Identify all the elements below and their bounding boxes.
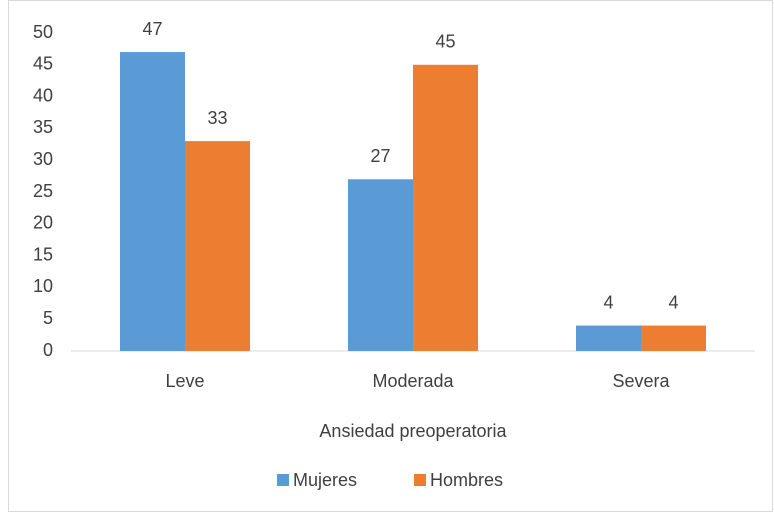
legend-swatch	[414, 474, 426, 486]
x-tick-label: Severa	[612, 371, 670, 391]
y-tick-label: 10	[33, 276, 53, 296]
bar	[413, 64, 478, 352]
y-tick-label: 30	[33, 149, 53, 169]
data-label: 27	[370, 146, 390, 166]
bar	[120, 52, 185, 351]
x-tick-label: Moderada	[372, 371, 454, 391]
y-tick-label: 20	[33, 213, 53, 233]
data-label: 33	[207, 108, 227, 128]
y-tick-label: 0	[43, 340, 53, 360]
y-tick-label: 50	[33, 22, 53, 42]
bar	[576, 325, 641, 351]
y-tick-label: 45	[33, 54, 53, 74]
x-axis-title: Ansiedad preoperatoria	[319, 421, 507, 441]
data-label: 4	[668, 292, 678, 312]
legend-swatch	[277, 474, 289, 486]
legend-label: Hombres	[430, 470, 503, 490]
y-tick-label: 35	[33, 117, 53, 137]
y-tick-label: 15	[33, 244, 53, 264]
x-tick-label: Leve	[165, 371, 204, 391]
data-label: 45	[435, 32, 455, 52]
bar	[641, 325, 706, 351]
y-tick-label: 40	[33, 85, 53, 105]
legend-label: Mujeres	[293, 470, 357, 490]
bar	[348, 179, 413, 351]
y-tick-label: 5	[43, 308, 53, 328]
data-label: 4	[603, 292, 613, 312]
bar	[185, 141, 250, 351]
y-tick-label: 25	[33, 181, 53, 201]
data-label: 47	[142, 19, 162, 39]
